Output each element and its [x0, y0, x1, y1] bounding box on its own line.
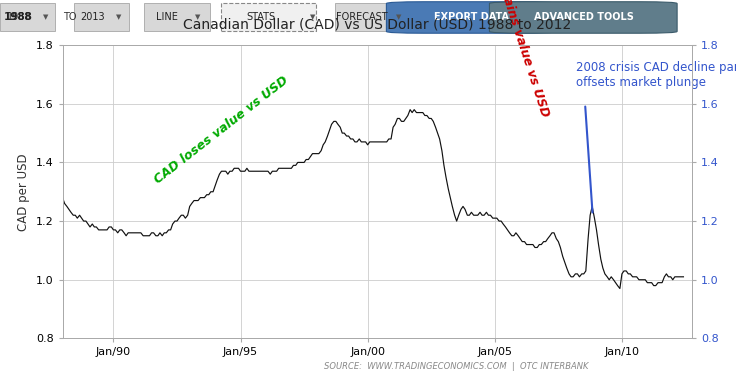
Text: 2013: 2013	[81, 12, 105, 23]
Text: CAD gains value vs USD: CAD gains value vs USD	[487, 0, 551, 118]
FancyBboxPatch shape	[74, 3, 129, 32]
Text: TO: TO	[63, 12, 76, 23]
FancyBboxPatch shape	[144, 3, 210, 32]
Text: 1988: 1988	[7, 12, 32, 23]
FancyBboxPatch shape	[489, 2, 677, 33]
FancyBboxPatch shape	[0, 3, 55, 32]
Text: ▼: ▼	[395, 15, 401, 20]
Text: ▼: ▼	[116, 15, 121, 20]
FancyBboxPatch shape	[386, 2, 556, 33]
Text: LINE: LINE	[156, 12, 177, 23]
Text: STATS: STATS	[247, 12, 276, 23]
Y-axis label: CAD per USD: CAD per USD	[17, 153, 30, 230]
Text: 2008 crisis CAD decline partly
offsets market plunge: 2008 crisis CAD decline partly offsets m…	[576, 61, 736, 89]
FancyBboxPatch shape	[221, 3, 316, 32]
Text: FORECAST: FORECAST	[336, 12, 388, 23]
Text: CAD loses value vs USD: CAD loses value vs USD	[152, 73, 291, 186]
Text: EXPORT DATA: EXPORT DATA	[434, 12, 509, 22]
Text: 1988: 1988	[4, 12, 32, 23]
Text: ▼: ▼	[310, 15, 316, 20]
Text: ▼: ▼	[43, 15, 48, 20]
Text: Canadian Dollar (CAD) vs US Dollar (USD) 1988 to 2012: Canadian Dollar (CAD) vs US Dollar (USD)…	[183, 18, 571, 32]
FancyBboxPatch shape	[335, 3, 412, 32]
Text: SOURCE:  WWW.TRADINGECONOMICS.COM  |  OTC INTERBANK: SOURCE: WWW.TRADINGECONOMICS.COM | OTC I…	[324, 362, 589, 371]
Text: ADVANCED TOOLS: ADVANCED TOOLS	[534, 12, 634, 22]
Text: ▼: ▼	[195, 15, 200, 20]
